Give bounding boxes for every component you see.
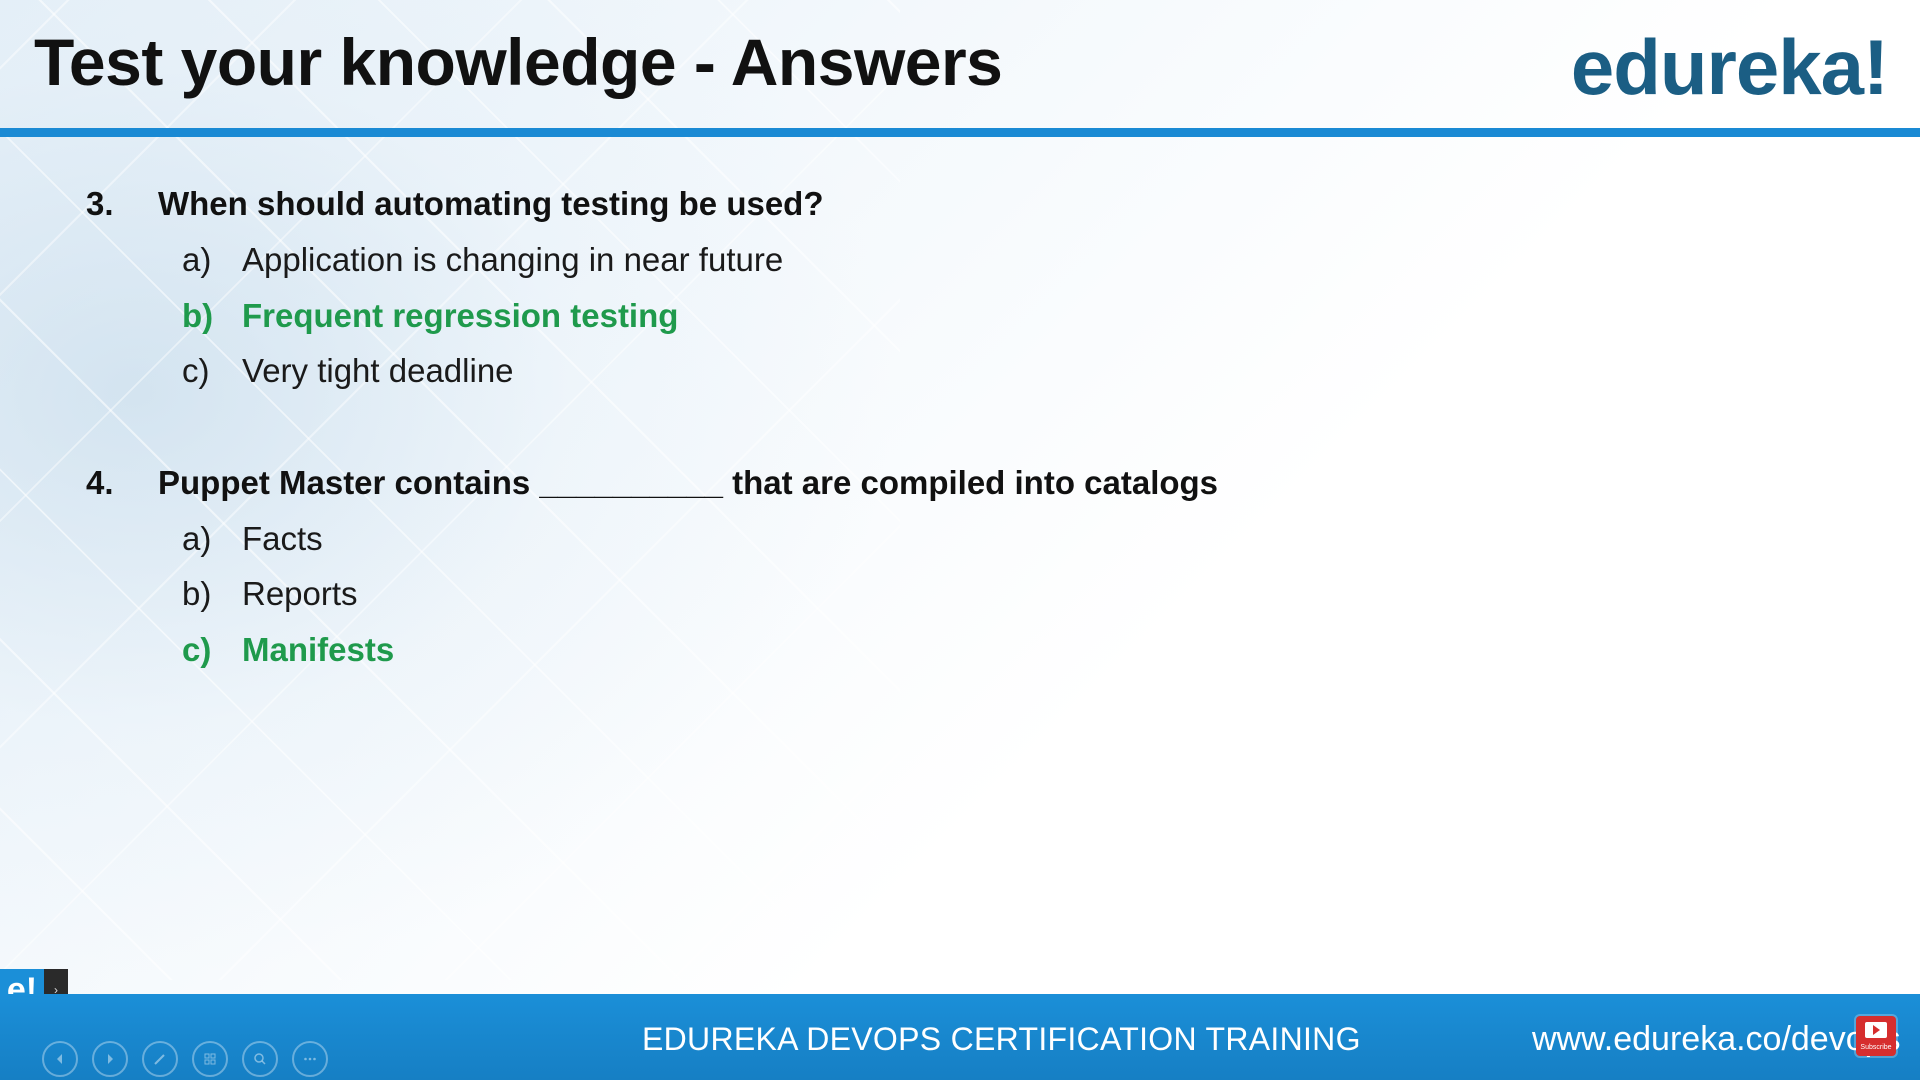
option-text: Frequent regression testing xyxy=(242,296,679,334)
option-letter: b) xyxy=(182,575,212,612)
answer-option-c-correct: c) Manifests xyxy=(182,631,1786,687)
play-icon xyxy=(1865,1022,1887,1038)
option-text: Manifests xyxy=(242,630,395,668)
question-3: 3. When should automating testing be use… xyxy=(86,185,1786,408)
option-text: Facts xyxy=(242,519,323,557)
header-divider xyxy=(0,128,1920,137)
footer-url: www.edureka.co/devops xyxy=(1532,1020,1901,1058)
question-number: 3. xyxy=(86,185,114,222)
answer-option-a: a) Facts xyxy=(182,520,1786,576)
option-letter: a) xyxy=(182,241,212,278)
option-letter: a) xyxy=(182,519,212,557)
question-number: 4. xyxy=(86,463,114,501)
more-options-icon[interactable] xyxy=(292,1041,328,1077)
question-header: 4. Puppet Master contains __________ tha… xyxy=(86,464,1786,516)
option-text: Application is changing in near future xyxy=(242,241,784,278)
slideshow-controls xyxy=(42,1041,328,1077)
question-text: When should automating testing be used? xyxy=(158,185,824,222)
pen-icon[interactable] xyxy=(142,1041,178,1077)
question-4: 4. Puppet Master contains __________ tha… xyxy=(86,464,1786,687)
question-text: Puppet Master contains __________ that a… xyxy=(158,463,1219,501)
answer-option-b-correct: b) Frequent regression testing xyxy=(182,297,1786,353)
subscribe-button[interactable]: Subscribe xyxy=(1856,1016,1896,1056)
answer-options: a) Application is changing in near futur… xyxy=(86,241,1786,408)
edureka-logo: edureka! xyxy=(1570,23,1889,111)
zoom-icon[interactable] xyxy=(242,1041,278,1077)
option-letter: b) xyxy=(182,296,214,334)
questions-list: 3. When should automating testing be use… xyxy=(86,185,1786,742)
next-slide-icon[interactable] xyxy=(92,1041,128,1077)
subscribe-label: Subscribe xyxy=(1860,1044,1892,1051)
answer-option-b: b) Reports xyxy=(182,575,1786,631)
slide-title: Test your knowledge - Answers xyxy=(34,25,1003,99)
option-letter: c) xyxy=(182,352,210,389)
answer-option-c: c) Very tight deadline xyxy=(182,352,1786,408)
question-header: 3. When should automating testing be use… xyxy=(86,185,1786,237)
answer-option-a: a) Application is changing in near futur… xyxy=(182,241,1786,297)
answer-options: a) Facts b) Reports c) Manifests xyxy=(86,520,1786,687)
footer-course-title: EDUREKA DEVOPS CERTIFICATION TRAINING xyxy=(642,1021,1361,1057)
slides-grid-icon[interactable] xyxy=(192,1041,228,1077)
option-text: Reports xyxy=(242,575,358,612)
option-letter: c) xyxy=(182,630,212,668)
option-text: Very tight deadline xyxy=(242,352,514,389)
previous-slide-icon[interactable] xyxy=(42,1041,78,1077)
